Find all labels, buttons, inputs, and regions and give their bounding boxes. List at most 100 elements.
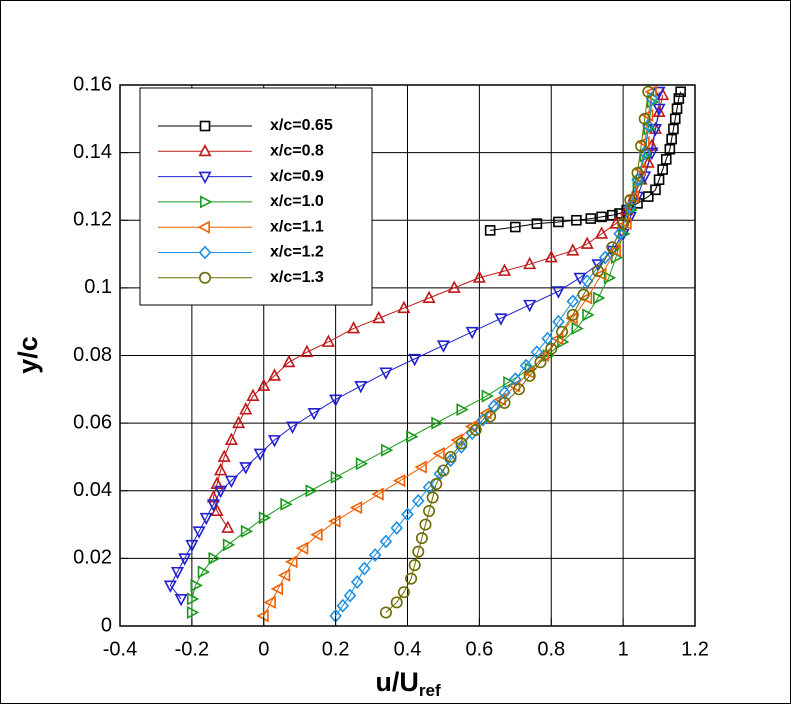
marker (198, 143, 212, 157)
marker (523, 256, 537, 270)
marker (573, 272, 587, 286)
marker (664, 143, 676, 155)
x-tick-label: 1.2 (681, 638, 709, 660)
marker (224, 475, 238, 489)
marker (444, 450, 457, 463)
marker (206, 490, 220, 503)
legend-label: x/c=1.2 (270, 244, 324, 261)
marker (594, 267, 607, 281)
marker (392, 474, 406, 488)
marker (671, 103, 683, 114)
marker (498, 263, 512, 276)
marker (465, 426, 479, 441)
y-tick-label: 0.04 (73, 479, 112, 501)
marker (666, 133, 677, 145)
marker (660, 154, 672, 165)
marker (170, 566, 185, 580)
marker (310, 528, 323, 542)
marker (652, 104, 666, 118)
y-tick-label: 0 (101, 614, 112, 636)
marker (401, 507, 414, 522)
marker (431, 416, 444, 430)
marker (329, 394, 343, 407)
marker (186, 605, 200, 620)
marker (336, 598, 350, 613)
marker (580, 274, 594, 289)
marker (263, 595, 276, 609)
marker (455, 439, 468, 454)
series-line (385, 91, 649, 613)
marker (199, 512, 213, 526)
legend-label: x/c=1.0 (270, 193, 324, 210)
marker (343, 588, 357, 603)
marker (635, 139, 648, 152)
series-layer (163, 85, 686, 623)
marker (185, 539, 199, 553)
marker (397, 586, 410, 599)
x-tick-label: -0.2 (175, 638, 209, 660)
marker (606, 241, 619, 254)
marker (217, 449, 231, 462)
marker (631, 166, 644, 179)
marker (447, 280, 461, 293)
marker (476, 412, 490, 427)
marker (412, 493, 425, 508)
marker (523, 369, 536, 382)
marker (199, 271, 212, 284)
marker (544, 250, 558, 263)
x-tick-label: 0.2 (322, 638, 350, 660)
marker (285, 421, 300, 434)
marker (577, 288, 590, 301)
marker (484, 410, 497, 423)
marker (163, 580, 177, 593)
marker (232, 415, 246, 429)
marker (199, 120, 211, 132)
marker (415, 532, 428, 545)
legend: x/c=0.65 x/c=0.8 x/c=0.9 x/c=1.0 x/c=1.1 x/c=… (139, 87, 373, 306)
marker (214, 463, 228, 476)
marker (455, 437, 468, 450)
y-tick-label: 0.08 (73, 344, 112, 366)
marker (390, 521, 403, 535)
marker (186, 592, 200, 606)
marker (626, 190, 639, 204)
marker (347, 321, 361, 334)
marker (321, 334, 335, 347)
marker (633, 163, 647, 177)
marker (436, 340, 450, 353)
marker (603, 271, 617, 285)
marker (221, 520, 235, 533)
marker (277, 568, 291, 582)
marker (368, 548, 382, 562)
marker (498, 396, 511, 409)
marker (210, 503, 224, 516)
marker (408, 353, 422, 367)
marker (469, 423, 482, 436)
marker (206, 499, 220, 512)
marker (405, 572, 418, 585)
marker (354, 380, 368, 394)
marker (422, 290, 436, 303)
marker (412, 545, 425, 558)
marker (534, 356, 547, 369)
marker (372, 310, 386, 324)
marker (222, 538, 236, 552)
marker (608, 244, 621, 258)
marker (214, 485, 228, 499)
marker (637, 135, 650, 150)
marker (258, 511, 272, 525)
marker (523, 299, 537, 313)
marker (642, 85, 655, 98)
marker (617, 217, 630, 230)
legend-label: x/c=0.65 (270, 117, 333, 134)
marker (379, 606, 392, 619)
marker (571, 214, 582, 226)
legend-label: x/c=1.3 (270, 269, 324, 286)
marker (350, 575, 364, 589)
marker (591, 264, 604, 277)
marker (481, 389, 495, 403)
marker (607, 209, 618, 221)
marker (305, 484, 318, 498)
